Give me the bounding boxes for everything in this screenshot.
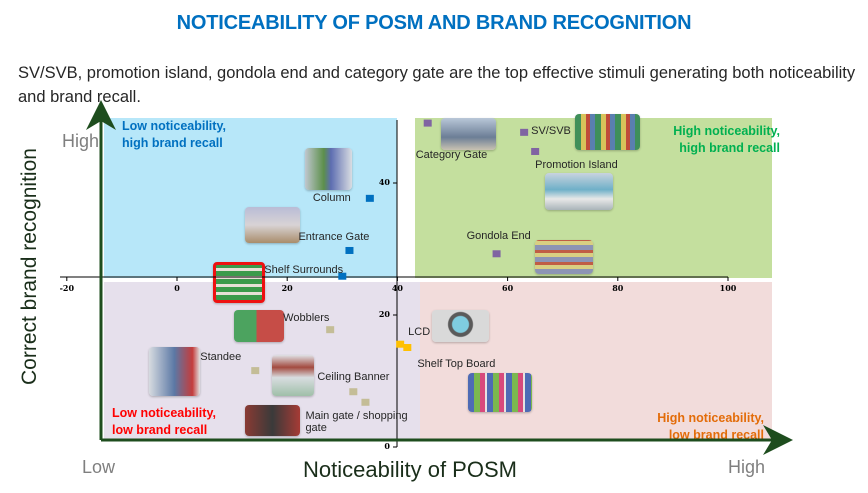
photo-sv-svb (575, 114, 640, 150)
photo-shelf-top-board (468, 373, 532, 412)
x-high-label: High (728, 457, 766, 477)
quadrant-label-line: high brand recall (122, 136, 223, 150)
y-axis-title: Correct brand recognition (18, 148, 41, 385)
photo-wobblers (234, 310, 284, 342)
data-point (349, 388, 358, 396)
quadrant-label-line: High noticeability, (673, 124, 780, 138)
point-label: Ceiling Banner (317, 371, 390, 384)
data-point (365, 194, 374, 202)
data-point (531, 147, 540, 155)
quadrant-label-line: Low noticeability, (122, 119, 226, 133)
data-point (403, 344, 412, 351)
data-point (345, 246, 354, 254)
data-point (396, 340, 405, 348)
photo-shelf-surrounds (213, 262, 265, 303)
quadrant-label-line: high brand recall (679, 141, 780, 155)
point-label: Wobblers (283, 312, 330, 325)
quadrant-label-line: Low noticeability, (112, 406, 216, 420)
y-tick-label: 20 (378, 309, 390, 319)
quadrant-label-bottom-left: Low noticeability, low brand recall (112, 405, 216, 439)
quadrant-label-line: High noticeability, (657, 411, 764, 425)
point-label: Main gate / shopping gate (305, 409, 408, 434)
point-label: LCD (408, 325, 431, 338)
x-tick-label: 60 (502, 283, 514, 293)
x-tick-label: 40 (391, 283, 403, 293)
photo-main-gate (245, 405, 300, 436)
photo-lcd (432, 310, 489, 342)
slide-title: NOTICEABILITY OF POSM AND BRAND RECOGNIT… (176, 12, 692, 34)
x-tick-label: 0 (174, 283, 180, 293)
point-label: SV/SVB (531, 124, 571, 137)
quadrant-label-top-left: Low noticeability, high brand recall (122, 118, 226, 152)
x-tick-label: -20 (59, 283, 75, 293)
data-point (251, 367, 260, 375)
point-label: Standee (200, 351, 242, 364)
quadrant-label-line: low brand recall (112, 423, 208, 437)
point-label: Entrance Gate (298, 230, 370, 243)
point-label: Category Gate (415, 148, 488, 161)
x-tick-label: 100 (719, 283, 737, 293)
photo-column (305, 148, 352, 190)
point-label: Shelf Top Board (417, 358, 496, 370)
photo-entrance-gate (245, 207, 300, 243)
data-point (338, 272, 347, 280)
point-label: Gondola End (466, 230, 531, 243)
y-tick-label: 40 (378, 177, 390, 187)
y-high-label: High (62, 131, 100, 151)
slide-subtitle: SV/SVB, promotion island, gondola end an… (18, 64, 856, 106)
photo-ceiling-banner (272, 355, 314, 396)
x-tick-label: 80 (612, 283, 624, 293)
point-label: Promotion Island (535, 158, 618, 171)
quadrant-bottom-right (420, 282, 772, 440)
photo-gondola-end (535, 240, 593, 274)
quadrant-label-top-right: High noticeability, high brand recall (673, 123, 780, 157)
x-tick-label: 20 (281, 283, 293, 293)
data-point (492, 250, 501, 258)
data-point (361, 398, 370, 406)
data-point (326, 326, 335, 334)
x-low-label: Low (82, 457, 116, 477)
x-axis-title: Noticeability of POSM (303, 457, 517, 482)
data-point (423, 119, 432, 127)
photo-standee (149, 347, 200, 396)
photo-promotion-island (545, 173, 613, 210)
point-label: Column (312, 191, 351, 204)
data-point (520, 128, 529, 136)
y-tick-label: 0 (384, 441, 390, 451)
photo-category-gate (441, 118, 496, 150)
point-label: Shelf Surrounds (264, 263, 344, 276)
